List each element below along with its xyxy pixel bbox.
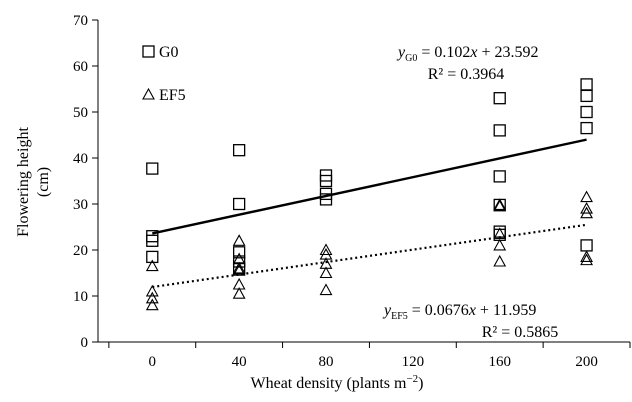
point-ef5 (493, 254, 507, 267)
point-ef5 (580, 190, 594, 203)
legend-marker-g0 (142, 45, 155, 58)
x-tick-label: 120 (402, 354, 425, 370)
y-tick-label: 40 (73, 151, 88, 167)
point-g0 (580, 78, 593, 91)
point-ef5 (580, 206, 594, 219)
y-tick-label: 20 (73, 243, 88, 259)
point-ef5 (319, 243, 333, 256)
equation-ef5: yEF5 = 0.0676x + 11.959 (382, 302, 536, 322)
y-axis-label-line2: (cm) (35, 167, 52, 197)
y-tick-label: 60 (73, 59, 88, 75)
point-g0 (232, 255, 246, 268)
trend-line-ef5 (152, 223, 587, 289)
point-g0 (493, 124, 506, 137)
y-tick-label: 50 (73, 105, 88, 121)
legend-label-g0: G0 (159, 44, 179, 61)
point-g0 (232, 144, 246, 157)
y-tick-label: 70 (73, 13, 88, 29)
point-ef5 (493, 238, 507, 251)
point-ef5 (145, 284, 159, 297)
x-tick-label: 80 (319, 354, 334, 370)
point-g0 (319, 174, 333, 188)
point-ef5 (232, 264, 246, 276)
legend-label-ef5: EF5 (159, 87, 186, 104)
point-g0 (319, 193, 333, 206)
x-tick-label: 40 (232, 354, 247, 370)
x-tick-label: 200 (575, 354, 598, 370)
equation-g0: yG0 = 0.102x + 23.592 (396, 44, 539, 64)
point-ef5 (232, 287, 246, 299)
point-ef5 (493, 227, 507, 239)
point-ef5 (319, 266, 333, 279)
point-ef5 (145, 298, 159, 311)
point-g0 (580, 239, 593, 252)
y-tick-label: 10 (73, 289, 88, 305)
point-g0 (232, 197, 246, 211)
point-ef5 (580, 253, 594, 266)
point-ef5 (319, 283, 333, 296)
legend: G0 EF5 (142, 44, 186, 104)
point-ef5 (145, 259, 159, 272)
point-ef5 (145, 291, 159, 304)
legend-marker-ef5 (142, 87, 155, 100)
x-axis-label: Wheat density (plants m−2) (250, 373, 423, 392)
y-axis-label-line1: Flowering height (15, 127, 32, 237)
point-ef5 (232, 234, 246, 246)
y-tick-label: 30 (73, 197, 88, 213)
point-g0 (580, 121, 593, 135)
point-ef5 (580, 250, 594, 262)
y-tick-label: 0 (81, 335, 89, 351)
trend-lines (152, 138, 587, 289)
data-points (145, 78, 594, 311)
x-tick-label: 160 (488, 354, 511, 370)
point-g0 (232, 246, 246, 259)
point-g0 (580, 89, 593, 103)
ticks: 0 10 20 30 40 50 60 70 0 40 80 120 160 200 (73, 13, 631, 370)
point-ef5 (232, 261, 246, 274)
x-tick-label: 0 (149, 354, 157, 370)
point-ef5 (493, 198, 507, 210)
point-g0 (493, 92, 506, 105)
point-g0 (493, 170, 506, 183)
point-g0 (146, 234, 159, 247)
trend-line-g0 (152, 138, 587, 235)
r2-g0: R² = 0.3964 (428, 66, 505, 83)
point-ef5 (580, 201, 594, 214)
point-g0 (580, 105, 593, 119)
point-g0 (146, 250, 159, 264)
point-ef5 (493, 199, 507, 212)
point-g0 (146, 162, 159, 175)
r2-ef5: R² = 0.5865 (482, 324, 559, 341)
axes (97, 20, 630, 343)
